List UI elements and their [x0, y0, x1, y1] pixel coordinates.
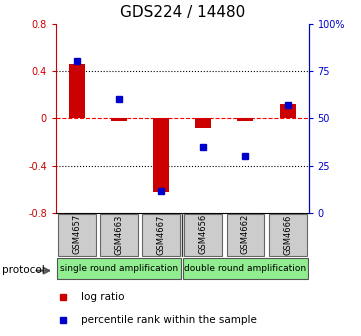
Text: percentile rank within the sample: percentile rank within the sample — [81, 315, 257, 325]
Text: GSM4657: GSM4657 — [73, 214, 82, 254]
Text: log ratio: log ratio — [81, 292, 124, 302]
Text: protocol: protocol — [2, 265, 44, 276]
Bar — [279, 104, 296, 119]
FancyBboxPatch shape — [57, 258, 182, 279]
FancyBboxPatch shape — [269, 214, 306, 256]
Bar — [153, 119, 169, 192]
Text: double round amplification: double round amplification — [184, 264, 306, 273]
FancyBboxPatch shape — [142, 214, 180, 256]
Bar — [238, 119, 253, 121]
Bar — [195, 119, 211, 128]
FancyBboxPatch shape — [58, 214, 96, 256]
Text: single round amplification: single round amplification — [60, 264, 178, 273]
Text: GSM4667: GSM4667 — [157, 214, 166, 254]
Title: GDS224 / 14480: GDS224 / 14480 — [120, 5, 245, 19]
Text: GSM4662: GSM4662 — [241, 214, 250, 254]
Bar — [69, 64, 85, 119]
FancyBboxPatch shape — [226, 214, 264, 256]
Bar — [111, 119, 127, 121]
FancyBboxPatch shape — [184, 214, 222, 256]
Text: GSM4656: GSM4656 — [199, 214, 208, 254]
FancyBboxPatch shape — [183, 258, 308, 279]
Text: GSM4666: GSM4666 — [283, 214, 292, 254]
FancyBboxPatch shape — [100, 214, 138, 256]
Text: GSM4663: GSM4663 — [115, 214, 123, 254]
